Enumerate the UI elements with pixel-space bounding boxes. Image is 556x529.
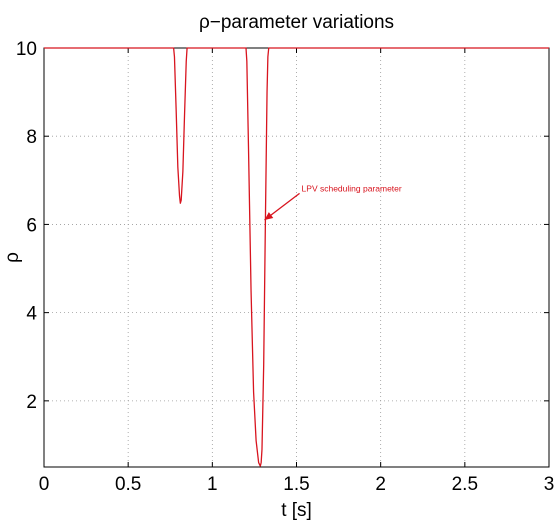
y-tick-label: 8 xyxy=(26,127,37,148)
y-tick-label: 10 xyxy=(16,39,37,60)
annotation-arrowhead xyxy=(264,212,274,221)
x-tick-label: 2.5 xyxy=(452,474,478,495)
series-line xyxy=(44,47,549,467)
annotation-label: LPV scheduling parameter xyxy=(302,183,402,193)
x-tick-label: 0.5 xyxy=(115,474,141,495)
x-axis-label: t [s] xyxy=(281,500,312,521)
chart-title: ρ−parameter variations xyxy=(199,12,394,33)
y-tick-label: 4 xyxy=(26,304,37,325)
x-tick-label: 1 xyxy=(207,474,218,495)
annotation-group: LPV scheduling parameter xyxy=(264,183,402,221)
y-tick-label: 6 xyxy=(26,215,37,236)
y-tick-label: 2 xyxy=(26,392,37,413)
x-tick-label: 1.5 xyxy=(283,474,309,495)
axis-ticks: 0 0.5 1 1.5 2 2.5 3 2 4 6 8 10 xyxy=(16,39,554,495)
grid-lines xyxy=(44,48,549,467)
x-tick-label: 3 xyxy=(544,474,555,495)
x-tick-label: 2 xyxy=(375,474,386,495)
x-tick-label: 0 xyxy=(39,474,50,495)
y-axis-label: ρ xyxy=(2,252,23,263)
series-group xyxy=(44,47,549,467)
